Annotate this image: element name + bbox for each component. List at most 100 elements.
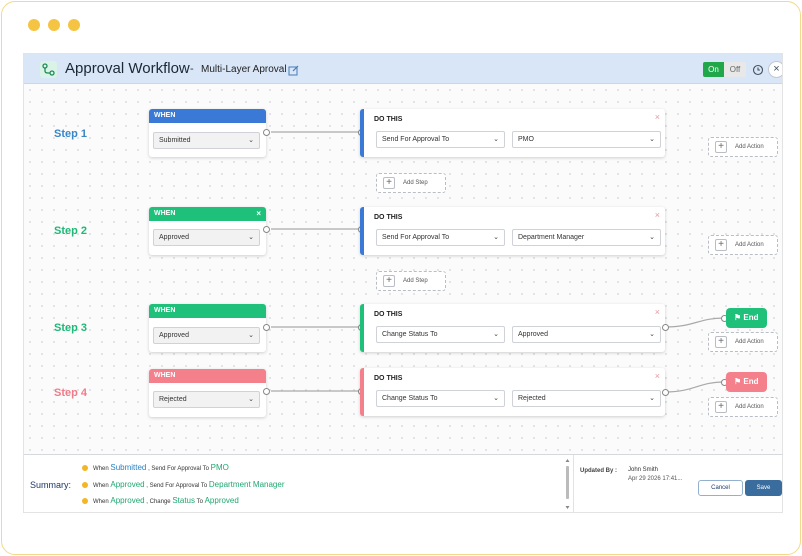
when-card: WHEN Rejected ⌄	[149, 369, 266, 417]
when-select[interactable]: Approved ⌄	[153, 229, 260, 246]
target-value: PMO	[518, 136, 534, 143]
action-select[interactable]: Send For Approval To ⌄	[376, 131, 505, 148]
divider	[573, 455, 574, 512]
summary-scrollbar[interactable]	[565, 458, 570, 510]
window-dot	[68, 19, 80, 31]
target-select[interactable]: Rejected ⌄	[512, 390, 661, 407]
window-dot	[28, 19, 40, 31]
connector-node[interactable]	[263, 324, 270, 331]
when-value: Approved	[159, 234, 189, 241]
end-label: End	[743, 313, 759, 322]
when-title: WHEN	[154, 210, 176, 217]
connector-node[interactable]	[662, 389, 669, 396]
chevron-down-icon: ⌄	[649, 234, 655, 241]
add-step-label: Add Step	[403, 180, 428, 186]
add-step-button[interactable]: + Add Step	[376, 271, 446, 291]
when-select[interactable]: Approved ⌄	[153, 327, 260, 344]
add-action-button[interactable]: + Add Action	[708, 137, 778, 157]
save-button[interactable]: Save	[745, 480, 782, 496]
add-step-button[interactable]: + Add Step	[376, 173, 446, 193]
toggle-off[interactable]: Off	[729, 65, 741, 74]
target-select[interactable]: Approved ⌄	[512, 326, 661, 343]
summary-action: , Change	[146, 499, 171, 505]
add-step-label: Add Step	[403, 278, 428, 284]
add-action-button[interactable]: + Add Action	[708, 235, 778, 255]
plus-icon: +	[715, 336, 727, 348]
action-select[interactable]: Change Status To ⌄	[376, 390, 505, 407]
connector-node[interactable]	[662, 324, 669, 331]
flag-icon: ⚑	[734, 313, 744, 322]
step-3-label: Step 3	[54, 322, 88, 334]
connector-lines	[271, 131, 725, 393]
updated-by-label: Updated By :	[580, 468, 618, 474]
do-title: DO THIS	[374, 375, 403, 382]
summary-when: When	[93, 483, 109, 489]
action-select[interactable]: Change Status To ⌄	[376, 326, 505, 343]
history-icon[interactable]	[752, 63, 764, 76]
add-action-button[interactable]: + Add Action	[708, 397, 778, 417]
page-title: Approval Workflow	[65, 60, 190, 77]
end-button[interactable]: ⚑ End	[726, 372, 767, 392]
window-dot	[48, 19, 60, 31]
plus-icon: +	[715, 239, 727, 251]
connector-node[interactable]	[263, 226, 270, 233]
connector-node[interactable]	[263, 129, 270, 136]
when-title: WHEN	[154, 112, 176, 119]
bullet-icon	[82, 482, 88, 489]
target-value: Rejected	[518, 395, 546, 402]
workflow-modal: Approval Workflow - Multi-Layer Aproval …	[24, 54, 782, 512]
scrollbar-thumb[interactable]	[566, 466, 569, 499]
chevron-down-icon: ⌄	[493, 234, 499, 241]
when-value: Rejected	[159, 396, 187, 403]
remove-icon[interactable]: ×	[654, 112, 660, 122]
chevron-down-icon: ⌄	[493, 331, 499, 338]
summary-target: Department Manager	[208, 480, 285, 489]
cancel-button[interactable]: Cancel	[698, 480, 743, 496]
summary-line: When Approved , Change Status To Approve…	[82, 496, 239, 505]
active-toggle[interactable]: On Off	[703, 62, 746, 77]
summary-action: , Send For Approval To	[146, 483, 208, 489]
summary-to: To	[196, 499, 203, 505]
action-value: Send For Approval To	[382, 234, 450, 241]
when-value: Approved	[159, 332, 189, 339]
when-select[interactable]: Rejected ⌄	[153, 391, 260, 408]
chevron-down-icon: ⌄	[248, 234, 254, 241]
when-header: WHEN	[149, 304, 266, 318]
action-select[interactable]: Send For Approval To ⌄	[376, 229, 505, 246]
summary-target: Approved	[204, 496, 239, 505]
edit-icon[interactable]	[288, 63, 299, 76]
workflow-name: Multi-Layer Aproval	[201, 64, 287, 75]
toggle-on[interactable]: On	[703, 62, 724, 77]
summary-trigger: Submitted	[110, 463, 147, 472]
remove-icon[interactable]: ×	[654, 210, 660, 220]
summary-trigger: Approved	[110, 496, 145, 505]
summary-trigger: Approved	[110, 480, 145, 489]
connector-node[interactable]	[263, 388, 270, 395]
updated-date: Apr 29 2026 17:41...	[628, 476, 683, 482]
when-value: Submitted	[159, 137, 191, 144]
add-action-button[interactable]: + Add Action	[708, 332, 778, 352]
summary-panel: Summary: When Submitted , Send For Appro…	[24, 454, 782, 512]
modal-header: Approval Workflow - Multi-Layer Aproval …	[24, 54, 782, 84]
step-4-label: Step 4	[54, 387, 88, 399]
when-select[interactable]: Submitted ⌄	[153, 132, 260, 149]
add-action-label: Add Action	[735, 144, 764, 150]
target-select[interactable]: Department Manager ⌄	[512, 229, 661, 246]
title-separator: -	[190, 63, 194, 75]
remove-icon[interactable]: ×	[256, 209, 261, 218]
chevron-down-icon: ⌄	[248, 137, 254, 144]
add-action-label: Add Action	[735, 339, 764, 345]
target-select[interactable]: PMO ⌄	[512, 131, 661, 148]
close-icon[interactable]: ×	[768, 61, 782, 78]
when-card: WHEN × Approved ⌄	[149, 207, 266, 255]
plus-icon: +	[383, 275, 395, 287]
remove-icon[interactable]: ×	[654, 371, 660, 381]
workflow-icon	[40, 61, 57, 78]
summary-when: When	[93, 466, 109, 472]
updated-by-name: John Smith	[628, 467, 659, 473]
chevron-down-icon: ⌄	[248, 332, 254, 339]
end-button[interactable]: ⚑ End	[726, 308, 767, 328]
do-card: DO THIS × Change Status To ⌄ Rejected ⌄	[360, 368, 665, 416]
remove-icon[interactable]: ×	[654, 307, 660, 317]
add-action-label: Add Action	[735, 242, 764, 248]
